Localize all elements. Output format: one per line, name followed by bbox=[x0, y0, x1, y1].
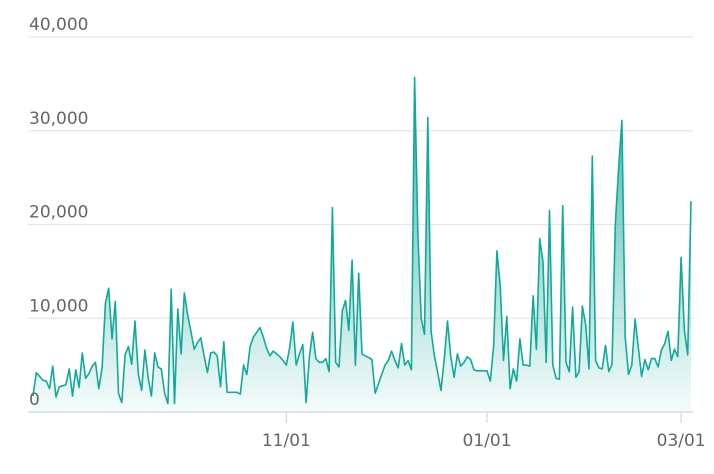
y-tick-label: 10,000 bbox=[29, 296, 88, 316]
x-tick-label: 11/01 bbox=[262, 431, 311, 451]
x-tick-label: 01/01 bbox=[463, 431, 512, 451]
y-tick-label: 0 bbox=[29, 390, 40, 410]
y-tick-label: 30,000 bbox=[29, 109, 88, 129]
y-tick-label: 40,000 bbox=[29, 15, 88, 35]
x-tick-label: 03/01 bbox=[657, 431, 706, 451]
series-area bbox=[32, 76, 692, 413]
tick-labels: 0 10,000 20,000 30,000 40,000 11/01 01/01 03/01 bbox=[29, 15, 706, 451]
series-line bbox=[32, 76, 692, 405]
x-axis bbox=[28, 411, 693, 423]
y-tick-label: 20,000 bbox=[29, 203, 88, 223]
area-fill bbox=[33, 77, 691, 413]
